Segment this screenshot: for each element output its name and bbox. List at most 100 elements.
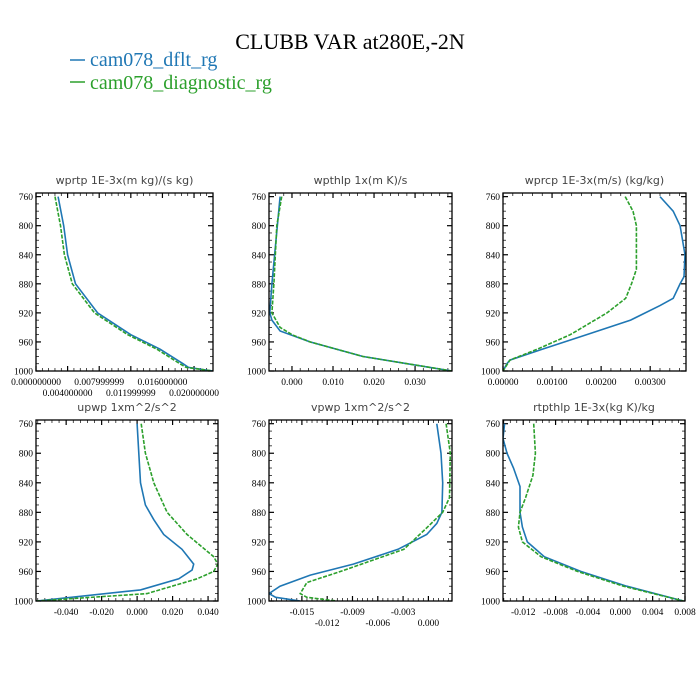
y-tick-label: 960 xyxy=(252,338,267,348)
y-tick-label: 1000 xyxy=(481,598,500,608)
x-tick-label: 0.030 xyxy=(404,378,426,388)
y-tick-label: 1000 xyxy=(247,368,266,378)
x-tick-label: 0.011999999 xyxy=(106,389,156,399)
panel-6: rtpthlp 1E-3x(kg K)/kg 760 800 840 880 920 960… xyxy=(481,401,696,618)
y-tick-label: 960 xyxy=(19,568,34,578)
x-tick-label: 0.00100 xyxy=(537,378,568,388)
y-tick-label: 960 xyxy=(486,568,501,578)
x-tick-label: 0.010 xyxy=(322,378,344,388)
y-tick-label: 1000 xyxy=(247,598,266,608)
y-tick-label: 880 xyxy=(19,509,34,519)
series-line-diagnostic xyxy=(271,196,452,371)
panel-4: upwp 1xm^2/s^2 760 800 840 880 920 960 1000 -0.0… xyxy=(14,401,219,618)
y-tick-label: 760 xyxy=(19,420,34,430)
series-line-dflt xyxy=(269,196,452,371)
plot-frame xyxy=(502,192,687,372)
y-tick-label: 880 xyxy=(252,509,267,519)
y-tick-label: 880 xyxy=(486,280,501,290)
series-line-dflt xyxy=(57,196,213,371)
panel-title: wpthlp 1x(m K)/s xyxy=(314,174,408,187)
x-tick-label: 0.008 xyxy=(674,608,696,618)
series-line-dflt xyxy=(503,196,686,371)
y-tick-label: 880 xyxy=(486,509,501,519)
panel-2: wpthlp 1x(m K)/s 760 800 840 880 920 960 1000 0.… xyxy=(247,174,453,388)
y-tick-label: 920 xyxy=(486,538,501,548)
y-tick-label: 760 xyxy=(252,193,267,203)
series-line-diagnostic xyxy=(299,423,452,601)
y-tick-label: 760 xyxy=(486,420,501,430)
series-line-diagnostic xyxy=(54,196,213,371)
x-tick-label: 0.004 xyxy=(642,608,664,618)
x-tick-label: -0.003 xyxy=(391,608,416,618)
x-tick-label: -0.020 xyxy=(89,608,114,618)
x-tick-label: 0.00000 xyxy=(488,378,519,388)
y-tick-label: 1000 xyxy=(481,368,500,378)
x-tick-label: 0.000 xyxy=(126,608,148,618)
y-tick-label: 800 xyxy=(19,450,34,460)
plot-frame xyxy=(35,419,219,602)
x-tick-label: 0.016000000 xyxy=(137,378,187,388)
y-tick-label: 840 xyxy=(486,479,501,489)
y-tick-label: 880 xyxy=(19,280,34,290)
y-tick-label: 800 xyxy=(252,450,267,460)
y-tick-label: 840 xyxy=(486,251,501,261)
y-tick-label: 920 xyxy=(19,309,34,319)
y-tick-label: 920 xyxy=(252,538,267,548)
x-tick-label: 0.000000000 xyxy=(11,378,61,388)
y-tick-label: 840 xyxy=(252,251,267,261)
panel-title: wprcp 1E-3x(m/s) (kg/kg) xyxy=(525,174,664,187)
y-tick-label: 760 xyxy=(252,420,267,430)
series-line-dflt xyxy=(36,423,195,601)
x-tick-label: -0.009 xyxy=(340,608,365,618)
y-tick-label: 840 xyxy=(19,251,34,261)
plot-frame xyxy=(502,419,686,602)
x-tick-label: -0.012 xyxy=(511,608,536,618)
y-tick-label: 840 xyxy=(252,479,267,489)
y-tick-label: 960 xyxy=(486,338,501,348)
y-tick-label: 920 xyxy=(486,309,501,319)
x-tick-label: 0.000 xyxy=(610,608,632,618)
plot-frame xyxy=(35,192,214,372)
y-tick-label: 800 xyxy=(486,450,501,460)
y-tick-label: 960 xyxy=(19,338,34,348)
x-tick-label: -0.006 xyxy=(366,619,391,629)
x-tick-label: 0.000 xyxy=(281,378,303,388)
y-tick-label: 920 xyxy=(19,538,34,548)
x-tick-label: 0.000 xyxy=(418,619,440,629)
series-line-dflt xyxy=(269,423,444,601)
x-tick-label: 0.00200 xyxy=(586,378,617,388)
figure-title: CLUBB VAR at280E,-2N xyxy=(235,29,465,54)
plot-frame xyxy=(268,419,453,602)
series-line-diagnostic xyxy=(36,423,218,601)
y-tick-label: 960 xyxy=(252,568,267,578)
y-tick-label: 1000 xyxy=(14,368,33,378)
legend-label-dflt: cam078_dflt_rg xyxy=(90,49,217,71)
y-tick-label: 800 xyxy=(252,222,267,232)
x-tick-label: 0.004000000 xyxy=(43,389,93,399)
x-tick-label: 0.00300 xyxy=(635,378,666,388)
panel-title: wprtp 1E-3x(m kg)/(s kg) xyxy=(56,174,194,187)
y-tick-label: 800 xyxy=(486,222,501,232)
panel-title: upwp 1xm^2/s^2 xyxy=(77,401,177,414)
x-tick-label: 0.020 xyxy=(363,378,385,388)
panel-1: wprtp 1E-3x(m kg)/(s kg) 760 800 840 880 920 9… xyxy=(11,174,219,399)
y-tick-label: 760 xyxy=(486,193,501,203)
x-tick-label: 0.040 xyxy=(197,608,219,618)
y-tick-label: 880 xyxy=(252,280,267,290)
legend: cam078_dflt_rg cam078_diagnostic_rg xyxy=(70,49,272,94)
y-tick-label: 760 xyxy=(19,193,34,203)
panel-5: vpwp 1xm^2/s^2 760 800 840 880 920 960 1000 -0.0… xyxy=(247,401,453,629)
y-tick-label: 1000 xyxy=(14,598,33,608)
panel-title: vpwp 1xm^2/s^2 xyxy=(311,401,410,414)
y-tick-label: 920 xyxy=(252,309,267,319)
x-tick-label: -0.008 xyxy=(543,608,568,618)
series-line-diagnostic xyxy=(517,423,684,601)
y-tick-label: 840 xyxy=(19,479,34,489)
series-line-diagnostic xyxy=(503,196,638,371)
x-tick-label: 0.007999999 xyxy=(74,378,124,388)
x-tick-label: 0.020 xyxy=(162,608,184,618)
y-tick-label: 800 xyxy=(19,222,34,232)
legend-label-diagnostic: cam078_diagnostic_rg xyxy=(90,72,272,94)
panel-title: rtpthlp 1E-3x(kg K)/kg xyxy=(533,401,655,414)
